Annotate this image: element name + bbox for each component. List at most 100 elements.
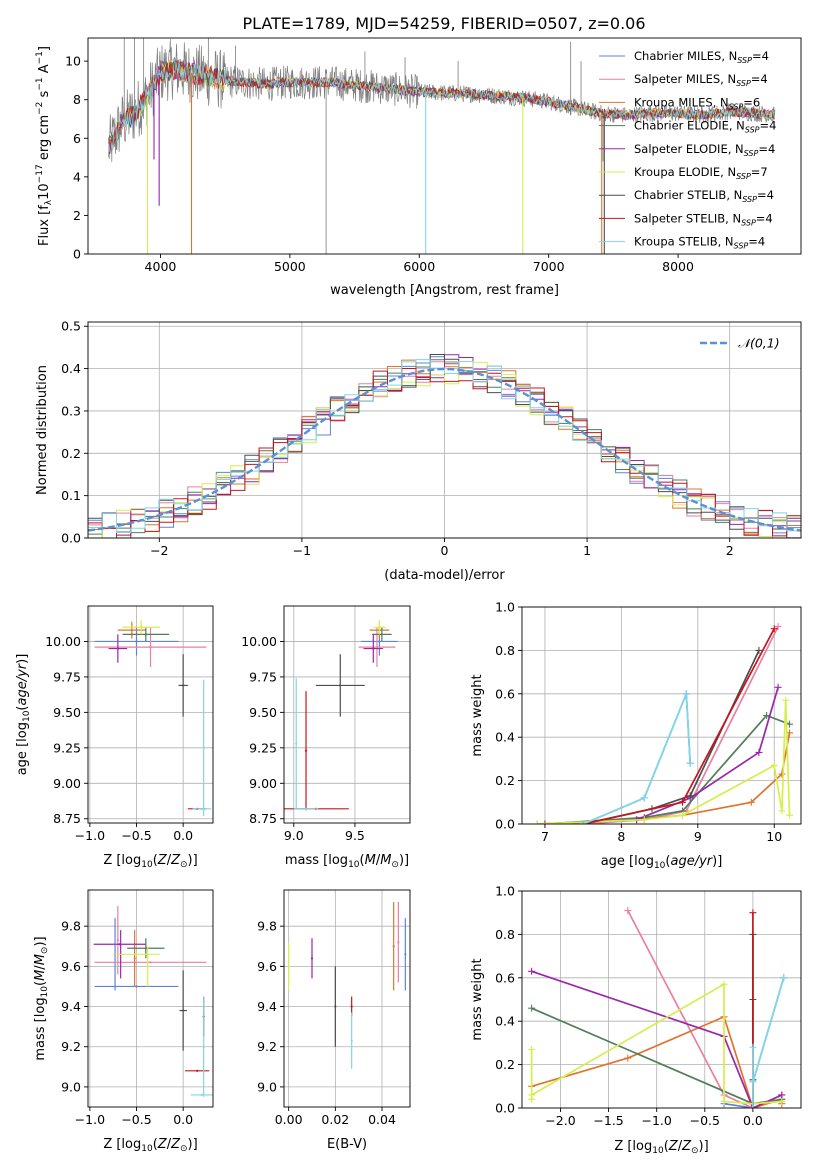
x-tick-label: 6000 xyxy=(403,259,435,274)
weight-marker xyxy=(749,909,757,917)
data-point xyxy=(392,945,395,948)
gaussian-reference xyxy=(88,367,801,532)
plot-area-mass-vs-EBV xyxy=(287,902,407,1069)
axes-age-vs-Z: −1.0 −0.5 0.0 8.75 9.00 9.25 9.50 9.75 10.00 Z [l… xyxy=(15,605,214,870)
x-tick-label: 0.00 xyxy=(275,1112,303,1127)
y-tick-label: 8.75 xyxy=(53,811,81,826)
y-tick-label: 8 xyxy=(73,92,81,107)
x-tick-label: −1.0 xyxy=(642,1113,672,1128)
data-point xyxy=(372,647,375,650)
y-tick-label: 0.1 xyxy=(61,488,81,503)
y-axis-label: Normed distribution xyxy=(35,365,50,495)
data-point xyxy=(287,965,290,968)
legend-entry: Salpeter ELODIE, NSSP=4 xyxy=(634,142,775,158)
legend-count: =4 xyxy=(757,188,774,202)
axes-frame xyxy=(87,889,214,1108)
y-tick-label: 0.6 xyxy=(495,970,515,985)
axes-age-vs-mass: 9.0 9.5 8.75 9.00 9.25 9.50 9.75 10.00 mass [log… xyxy=(241,605,411,870)
x-tick-label: 1 xyxy=(583,543,591,558)
weight-marker xyxy=(755,748,763,756)
legend-label: Kroupa MILES, N xyxy=(634,95,729,109)
y-tick-label: 9.0 xyxy=(257,1079,277,1094)
legend-count: =4 xyxy=(756,211,773,225)
y-tick-label: 8.75 xyxy=(249,811,277,826)
y-tick-label: 9.50 xyxy=(53,705,81,720)
weight-marker xyxy=(624,1054,632,1062)
data-point xyxy=(350,1039,353,1042)
data-point xyxy=(135,953,138,956)
axes-mass-vs-EBV: 0.00 0.02 0.04 9.0 9.2 9.4 9.6 9.8 E(B-V) xyxy=(257,889,411,1152)
y-axis-label: mass [log10(M/M⊙)] xyxy=(33,936,50,1060)
x-tick-label: −1.0 xyxy=(75,828,105,843)
x-axis-label: (data-model)/error xyxy=(384,568,505,583)
data-point xyxy=(182,684,185,687)
legend-count: =6 xyxy=(743,95,760,109)
legend-label: Kroupa STELIB, N xyxy=(634,235,734,249)
plot-area-mass-vs-Z xyxy=(93,906,213,1097)
weight-marker xyxy=(533,820,541,824)
legend-label: Chabrier ELODIE, N xyxy=(634,119,745,133)
y-tick-label: 6 xyxy=(73,131,81,146)
histogram-step xyxy=(88,368,801,537)
data-point xyxy=(149,646,152,649)
weight-marker xyxy=(528,1004,536,1012)
legend-count: =4 xyxy=(758,142,775,156)
data-point xyxy=(196,1069,199,1072)
data-point xyxy=(144,633,147,636)
y-axis-label: mass weight xyxy=(470,958,485,1040)
weight-marker xyxy=(786,811,794,819)
axes-weight-vs-Z: −2.0 −1.5 −1.0 −0.5 0.0 0.0 0.2 0.4 0.6 0.8 1.0 Z [… xyxy=(470,884,802,1156)
weight-marker xyxy=(774,623,782,631)
x-tick-label: 7000 xyxy=(533,259,565,274)
y-tick-label: 0.0 xyxy=(495,1101,515,1116)
y-tick-label: 0.4 xyxy=(61,361,81,376)
legend-count: =4 xyxy=(751,72,768,86)
y-axis-label: mass weight xyxy=(470,674,485,756)
histogram-step xyxy=(88,354,801,538)
x-tick-label: 8 xyxy=(617,829,625,844)
legend-subscript: SSP xyxy=(737,56,752,65)
histogram-step xyxy=(88,359,801,533)
weight-marker xyxy=(528,1091,536,1099)
x-tick-label: 5000 xyxy=(274,259,306,274)
x-tick-label: −2 xyxy=(150,543,168,558)
weight-marker xyxy=(720,1097,728,1105)
weight-marker xyxy=(579,820,587,824)
y-axis-label: age [log10(age/yr)] xyxy=(15,654,32,776)
x-tick-label: 0.04 xyxy=(368,1112,396,1127)
data-point xyxy=(149,961,152,964)
legend-label: Salpeter STELIB, N xyxy=(634,211,741,225)
legend-entry: Kroupa STELIB, NSSP=4 xyxy=(634,235,765,251)
x-axis-label: Z [log10(Z/Z⊙)] xyxy=(103,853,197,870)
legend-label: 𝒩(0,1) xyxy=(738,336,780,351)
weight-marker xyxy=(640,816,648,824)
y-tick-label: 9.25 xyxy=(53,740,81,755)
x-tick-label: 0.02 xyxy=(321,1112,349,1127)
y-tick-label: 0.6 xyxy=(495,686,515,701)
data-point xyxy=(135,985,138,988)
legend-subscript: SSP xyxy=(736,79,751,88)
data-point xyxy=(116,647,119,650)
axes-weight-vs-age: 7 8 9 10 0.0 0.2 0.4 0.6 0.8 1.0 age [log10(age/yr… xyxy=(470,600,802,871)
legend-subscript: SSP xyxy=(745,126,760,135)
weight-marker xyxy=(774,683,782,691)
x-axis-label: wavelength [Angstrom, rest frame] xyxy=(330,283,559,298)
weight-marker xyxy=(679,798,687,806)
data-point xyxy=(334,1005,337,1008)
axes-frame xyxy=(87,37,802,255)
weight-line xyxy=(582,693,692,824)
weight-line xyxy=(752,977,785,1108)
y-tick-label: 9.25 xyxy=(249,740,277,755)
data-point xyxy=(339,684,342,687)
data-point xyxy=(378,626,381,629)
x-tick-label: 0.0 xyxy=(173,1112,193,1127)
x-tick-label: 9.0 xyxy=(284,828,304,843)
plot-area-spectrum xyxy=(108,38,776,254)
y-tick-label: 1.0 xyxy=(495,600,515,615)
data-point xyxy=(202,746,205,749)
y-tick-label: 9.4 xyxy=(257,999,277,1014)
weight-line xyxy=(531,970,783,1108)
legend-entry: Chabrier ELODIE, NSSP=4 xyxy=(634,119,776,135)
y-tick-label: 9.4 xyxy=(61,999,81,1014)
x-tick-label: 0.0 xyxy=(743,1113,763,1128)
